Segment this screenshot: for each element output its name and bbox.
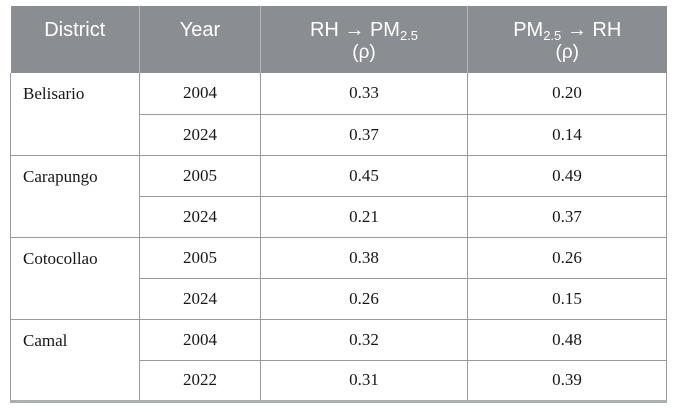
district-cell: Camal bbox=[10, 318, 140, 402]
pm-to-rh-value: 0.48 bbox=[467, 318, 667, 361]
rh-to-pm-value: 0.37 bbox=[260, 113, 468, 156]
year-cell: 2005 bbox=[139, 154, 261, 197]
year-cell: 2005 bbox=[139, 236, 261, 279]
pm25-subscript: 2.5 bbox=[543, 28, 562, 43]
pm-to-rh-value: 0.26 bbox=[467, 236, 667, 279]
header-district-label: District bbox=[44, 19, 106, 41]
header-rh-to-pm-label: RH → PM2.5 bbox=[309, 19, 419, 43]
year-cell: 2004 bbox=[139, 73, 261, 115]
pm-to-rh-value: 0.49 bbox=[467, 154, 667, 197]
header-cell-rh-to-pm: RH → PM2.5 (ρ) bbox=[260, 6, 468, 73]
rh-to-pm-value: 0.21 bbox=[260, 195, 468, 238]
rh-to-pm-value: 0.32 bbox=[260, 318, 468, 361]
table-header: District Year RH → PM2.5 (ρ) PM2.5 → RH … bbox=[10, 6, 667, 73]
rh-to-pm-value: 0.26 bbox=[260, 277, 468, 320]
table-row: 2024 0.37 0.14 bbox=[11, 113, 667, 156]
header-cell-year: Year bbox=[139, 6, 261, 73]
pm25-subscript: 2.5 bbox=[399, 28, 419, 43]
year-cell: 2024 bbox=[139, 277, 261, 320]
header-cell-pm-to-rh: PM2.5 → RH (ρ) bbox=[467, 6, 667, 73]
rh-to-pm-value: 0.45 bbox=[260, 154, 468, 197]
district-cell: Belisario bbox=[10, 73, 140, 156]
pm-to-rh-value: 0.37 bbox=[467, 195, 667, 238]
correlation-table-container: District Year RH → PM2.5 (ρ) PM2.5 → RH … bbox=[10, 6, 667, 403]
table-row: Camal 2004 0.32 0.48 bbox=[10, 318, 667, 402]
district-cell: Carapungo bbox=[10, 154, 140, 238]
district-cell: Cotocollao bbox=[10, 236, 140, 320]
rh-to-pm-value: 0.33 bbox=[260, 73, 468, 115]
rho-symbol: (ρ) bbox=[352, 42, 376, 63]
header-pm-to-rh-label: PM2.5 → RH bbox=[513, 19, 622, 43]
header-year-label: Year bbox=[179, 19, 221, 41]
year-cell: 2004 bbox=[139, 318, 261, 361]
rho-symbol: (ρ) bbox=[555, 42, 579, 63]
table-row: 2024 0.26 0.15 bbox=[11, 277, 667, 320]
table-row: Cotocollao 2005 0.38 0.26 bbox=[10, 236, 667, 320]
year-cell: 2024 bbox=[139, 195, 261, 238]
rh-to-pm-value: 0.38 bbox=[260, 236, 468, 279]
pm-to-rh-value: 0.39 bbox=[467, 359, 667, 402]
table-row: Carapungo 2005 0.45 0.49 bbox=[10, 154, 667, 238]
table-row: Belisario 2004 0.33 0.20 bbox=[10, 73, 667, 156]
pm-to-rh-value: 0.14 bbox=[467, 113, 667, 156]
correlation-table: District Year RH → PM2.5 (ρ) PM2.5 → RH … bbox=[10, 6, 667, 403]
pm-to-rh-value: 0.20 bbox=[467, 73, 667, 115]
table-body: Belisario 2004 0.33 0.20 2024 0.37 0.14 … bbox=[10, 73, 667, 402]
header-cell-district: District bbox=[10, 6, 140, 73]
table-row: 2022 0.31 0.39 bbox=[11, 359, 667, 402]
year-cell: 2024 bbox=[139, 113, 261, 156]
table-row: 2024 0.21 0.37 bbox=[11, 195, 667, 238]
rh-to-pm-value: 0.31 bbox=[260, 359, 468, 402]
year-cell: 2022 bbox=[139, 359, 261, 402]
pm-to-rh-value: 0.15 bbox=[467, 277, 667, 320]
